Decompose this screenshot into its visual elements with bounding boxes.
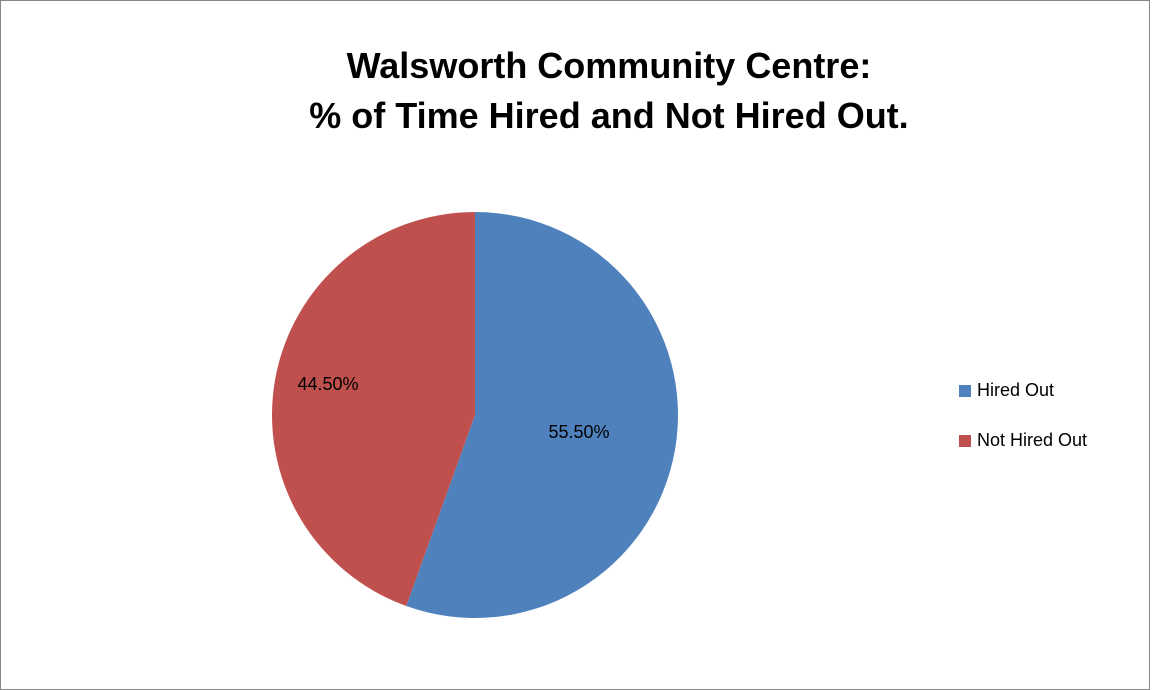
chart-title-line-2: % of Time Hired and Not Hired Out. [309,95,909,136]
legend-item-hired-out: Hired Out [959,377,1087,404]
data-label-not-hired-out: 44.50% [297,374,358,394]
pie-slice-hired-out [406,212,679,618]
chart-title: Walsworth Community Centre: % of Time Hi… [1,41,1152,141]
legend-item-not-hired-out: Not Hired Out [959,427,1087,454]
legend-swatch-not-hired-out [959,434,971,447]
pie-slice-not-hired-out [272,212,475,606]
legend-label-not-hired-out: Not Hired Out [977,430,1088,450]
data-label-hired-out: 55.50% [548,422,609,442]
legend: Hired Out Not Hired Out [959,377,1087,477]
chart-title-line-1: Walsworth Community Centre: [346,45,872,86]
legend-label-hired-out: Hired Out [977,380,1055,400]
pie-chart: 55.50% 44.50% [272,212,679,618]
legend-swatch-hired-out [959,384,971,397]
